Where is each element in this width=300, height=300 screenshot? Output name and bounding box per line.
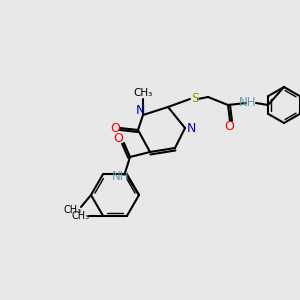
Text: N: N xyxy=(135,104,145,118)
Text: CH₃: CH₃ xyxy=(134,88,153,98)
Text: NH: NH xyxy=(239,95,257,109)
Text: CH₃: CH₃ xyxy=(72,211,90,221)
Text: O: O xyxy=(110,122,120,134)
Text: NH: NH xyxy=(112,170,130,184)
Text: O: O xyxy=(113,133,123,146)
Text: S: S xyxy=(191,92,199,104)
Text: CH₃: CH₃ xyxy=(64,205,82,215)
Text: N: N xyxy=(186,122,196,134)
Text: O: O xyxy=(224,121,234,134)
